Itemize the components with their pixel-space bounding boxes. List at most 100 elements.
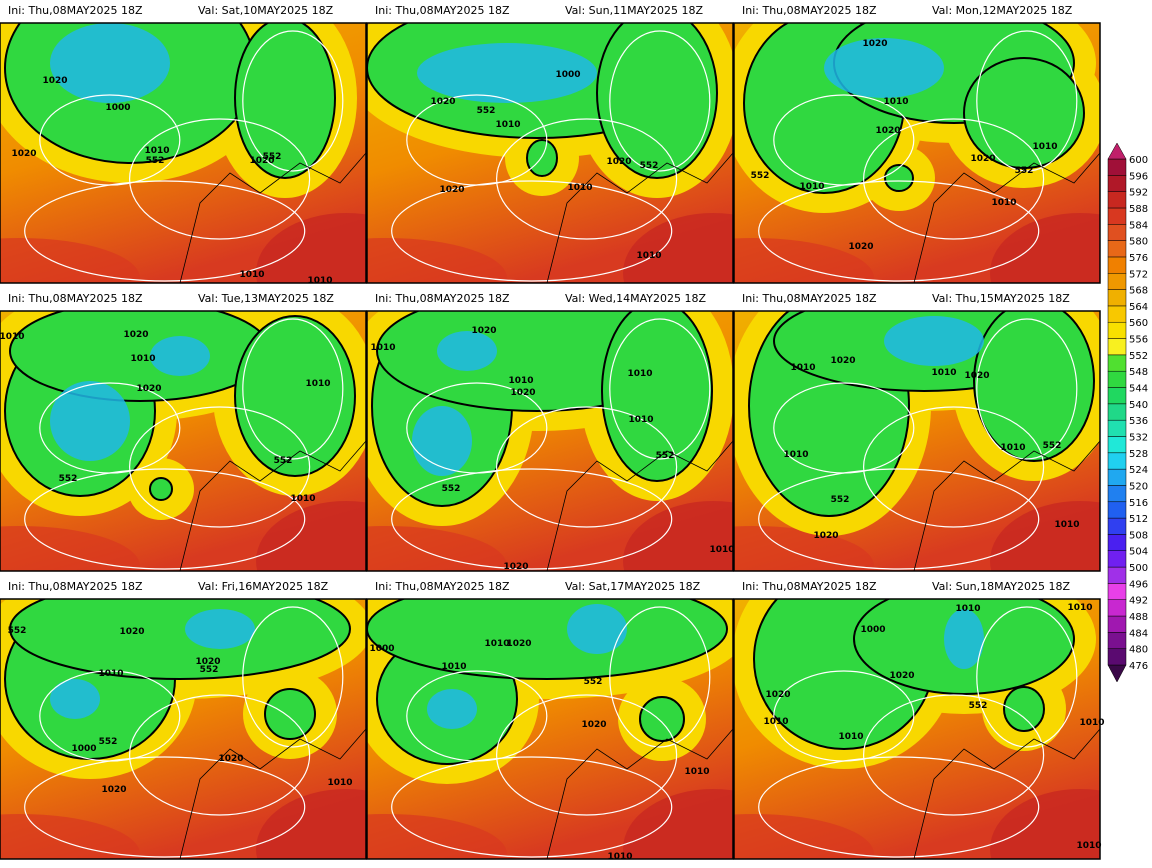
contour-label: 1010 — [838, 732, 863, 742]
red-region — [623, 789, 733, 859]
colorbar-box — [1107, 632, 1127, 649]
contour-label: 1010 — [790, 363, 815, 373]
colorbar-box — [1107, 419, 1127, 437]
colorbar-label: 600 — [1129, 155, 1148, 166]
trough — [1003, 686, 1045, 732]
coastline — [179, 152, 366, 283]
colorbar-box — [1107, 468, 1127, 486]
contour-label: 552 — [99, 737, 118, 747]
map-panel — [734, 23, 1100, 283]
coastline — [913, 728, 1100, 859]
colorbar-box — [1107, 566, 1127, 584]
colorbar-box — [1107, 452, 1127, 470]
contour-label: 1010 — [709, 545, 734, 555]
contour-label: 552 — [477, 106, 496, 116]
colorbar-high — [1107, 142, 1127, 160]
cold-core — [437, 331, 497, 371]
colorbar-label: 488 — [1129, 612, 1148, 623]
panel-frame — [366, 310, 734, 572]
red-region — [990, 789, 1100, 859]
coastline — [179, 440, 366, 571]
valid-time: Val: Fri,16MAY2025 18Z — [198, 580, 329, 593]
init-time: Ini: Thu,08MAY2025 18Z — [742, 292, 877, 305]
contour-label: 1010 — [627, 369, 652, 379]
colorbar-box — [1107, 517, 1127, 535]
contour-label: 1020 — [249, 156, 274, 166]
colorbar-box — [1107, 224, 1127, 241]
contour-label: 1020 — [471, 326, 496, 336]
contour-label: 1010 — [636, 251, 661, 261]
red-region — [623, 213, 733, 283]
contour-label: 1020 — [848, 242, 873, 252]
contour-label: 1020 — [136, 384, 161, 394]
cold-core — [567, 604, 627, 654]
colorbar-box — [1107, 354, 1127, 372]
isobar — [129, 694, 311, 816]
colorbar-label: 568 — [1129, 286, 1148, 297]
colorbar-label: 580 — [1129, 237, 1148, 248]
cold-core — [412, 406, 472, 476]
contour-label: 1000 — [71, 744, 96, 754]
colorbar-label: 564 — [1129, 302, 1148, 313]
colorbar-label: 540 — [1129, 400, 1148, 411]
contour-label: 1020 — [581, 720, 606, 730]
trough — [9, 599, 351, 680]
isobar — [242, 318, 344, 460]
contour-label: 1010 — [441, 662, 466, 672]
contour-label: 1020 — [765, 690, 790, 700]
valid-time: Val: Wed,14MAY2025 18Z — [565, 292, 707, 305]
contour-label: 1020 — [830, 356, 855, 366]
contour-label: 1010 — [1067, 603, 1092, 613]
contour-label: 552 — [751, 171, 770, 181]
cold-core — [824, 38, 944, 98]
map-panel — [0, 311, 366, 571]
colorbar-box — [1107, 191, 1127, 209]
colorbar-label: 576 — [1129, 253, 1148, 264]
isobar — [24, 756, 306, 858]
colorbar-label: 592 — [1129, 188, 1148, 199]
contour-label: 1010 — [0, 332, 25, 342]
colorbar-label: 572 — [1129, 269, 1148, 280]
red-region — [623, 501, 733, 571]
trough — [234, 315, 356, 477]
coastline — [546, 152, 733, 283]
cold-core — [50, 23, 170, 103]
coastline — [913, 440, 1100, 571]
valid-time: Val: Thu,15MAY2025 18Z — [932, 292, 1070, 305]
contour-label: 552 — [656, 451, 675, 461]
contour-label: 552 — [146, 156, 165, 166]
colorbar-label: 516 — [1129, 498, 1148, 509]
contour-label: 552 — [584, 677, 603, 687]
colorbar-box — [1107, 338, 1127, 356]
contour-label: 1000 — [369, 644, 394, 654]
map-panel — [367, 599, 733, 859]
colorbar-label: 536 — [1129, 416, 1148, 427]
isobar — [609, 30, 711, 172]
contour-label: 1020 — [218, 754, 243, 764]
contour-label: 1020 — [606, 157, 631, 167]
contour-label: 552 — [200, 665, 219, 675]
contour-label: 1010 — [955, 604, 980, 614]
colorbar-box — [1107, 436, 1127, 454]
isobar — [758, 468, 1040, 570]
colorbar-label: 548 — [1129, 367, 1148, 378]
contour-label: 1010 — [239, 270, 264, 280]
isobar — [862, 406, 1045, 528]
colorbar-label: 512 — [1129, 514, 1148, 525]
contour-label: 552 — [8, 626, 27, 636]
isobar — [976, 30, 1078, 172]
panel-frame — [733, 22, 1101, 284]
contour-label: 1010 — [307, 276, 332, 286]
trough — [884, 164, 914, 192]
isobar — [242, 30, 344, 172]
map-panel — [0, 599, 366, 859]
contour-label: 1000 — [860, 625, 885, 635]
init-time: Ini: Thu,08MAY2025 18Z — [742, 580, 877, 593]
contour-label: 552 — [1015, 166, 1034, 176]
colorbar-label: 528 — [1129, 449, 1148, 460]
contour-label: 1010 — [883, 97, 908, 107]
contour-label: 1020 — [119, 627, 144, 637]
init-time: Ini: Thu,08MAY2025 18Z — [8, 580, 143, 593]
colorbar-box — [1107, 583, 1127, 600]
colorbar-label: 584 — [1129, 220, 1148, 231]
